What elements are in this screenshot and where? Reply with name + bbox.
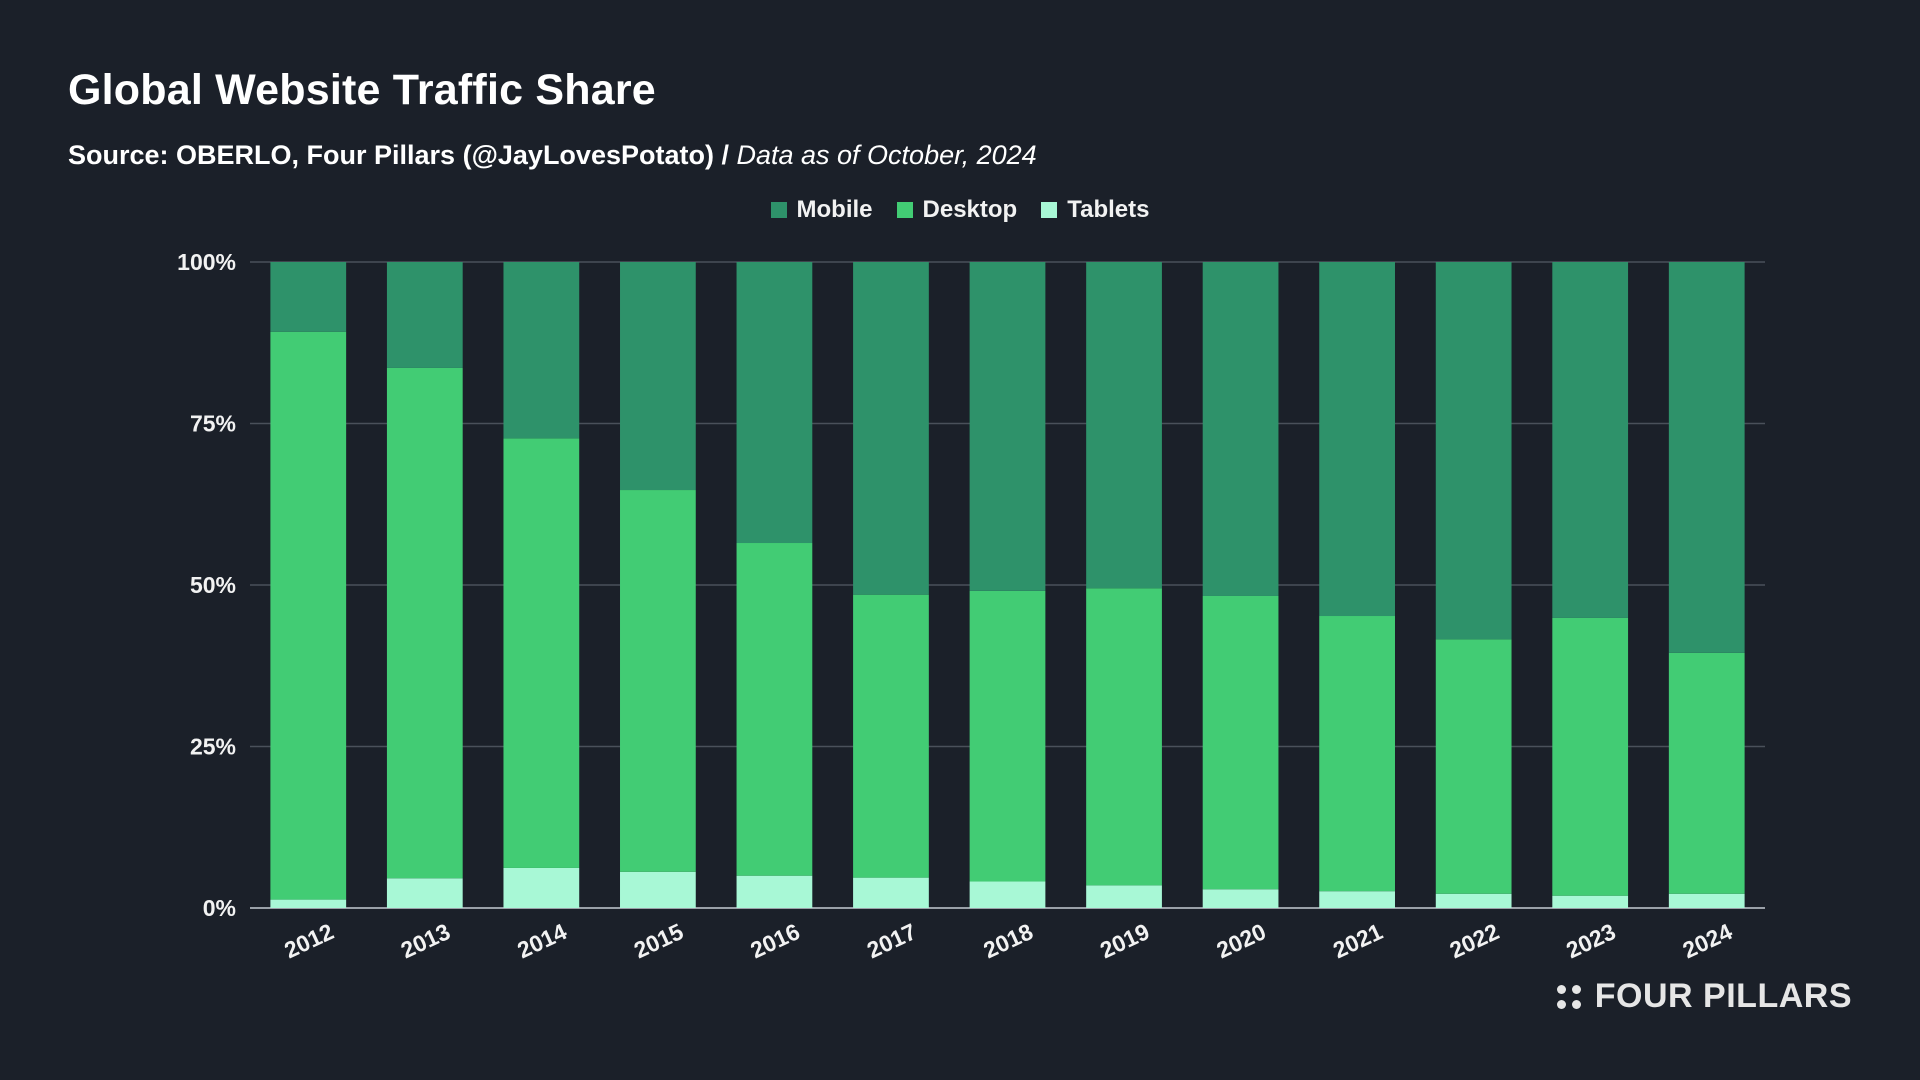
bar-mobile-2019: [1086, 262, 1162, 589]
bar-mobile-2024: [1668, 262, 1745, 653]
logo-text: FOUR PILLARS: [1594, 977, 1852, 1015]
x-tick-label: 2013: [397, 918, 454, 963]
bar-mobile-2014: [503, 262, 580, 439]
chart-subtitle: Source: OBERLO, Four Pillars (@JayLovesP…: [68, 140, 1037, 171]
bar-tablets-2022: [1435, 893, 1512, 908]
y-tick-label: 0%: [203, 895, 236, 921]
bar-mobile-2022: [1435, 262, 1512, 640]
bar-desktop-2015: [620, 490, 696, 872]
legend-swatch-tablets: [1041, 202, 1058, 218]
bar-desktop-2013: [386, 367, 463, 879]
bar-desktop-2022: [1435, 639, 1512, 894]
bar-mobile-2015: [620, 262, 696, 491]
bar-mobile-2013: [386, 262, 463, 368]
legend-item-mobile: Mobile: [770, 196, 873, 224]
bar-mobile-2021: [1319, 262, 1395, 617]
x-tick-label: 2012: [280, 918, 337, 963]
data-date-note: Data as of October, 2024: [736, 140, 1037, 170]
source-text: Source: OBERLO, Four Pillars (@JayLovesP…: [68, 140, 729, 170]
bar-tablets-2021: [1319, 891, 1395, 908]
x-tick-label: 2017: [863, 918, 920, 963]
legend-item-tablets: Tablets: [1041, 196, 1149, 224]
bar-mobile-2018: [969, 262, 1046, 591]
bar-tablets-2020: [1202, 889, 1279, 908]
bar-desktop-2016: [736, 543, 813, 876]
bar-desktop-2019: [1086, 588, 1162, 886]
bar-desktop-2012: [270, 331, 347, 900]
x-tick-label: 2015: [630, 918, 688, 963]
bar-tablets-2024: [1668, 893, 1745, 908]
x-tick-label: 2019: [1096, 918, 1153, 963]
bar-tablets-2013: [386, 878, 463, 908]
bar-tablets-2016: [736, 875, 813, 908]
y-tick-label: 50%: [190, 572, 236, 598]
four-dots-icon: [1556, 984, 1581, 1009]
bar-desktop-2023: [1552, 617, 1629, 896]
bar-desktop-2024: [1668, 652, 1745, 894]
legend-label-mobile: Mobile: [796, 196, 873, 223]
bar-tablets-2023: [1552, 895, 1629, 908]
bar-desktop-2014: [503, 438, 580, 868]
x-tick-label: 2016: [746, 918, 803, 963]
bar-tablets-2015: [620, 871, 696, 908]
x-tick-label: 2023: [1562, 918, 1619, 963]
y-tick-label: 75%: [190, 411, 236, 437]
bar-tablets-2012: [270, 899, 347, 908]
x-tick-label: 2018: [979, 918, 1037, 963]
legend-label-desktop: Desktop: [922, 196, 1018, 223]
x-tick-label: 2021: [1329, 918, 1387, 963]
bar-desktop-2018: [969, 590, 1046, 882]
bar-tablets-2019: [1086, 885, 1162, 908]
x-tick-label: 2024: [1679, 918, 1737, 963]
legend-swatch-desktop: [896, 202, 913, 218]
x-tick-label: 2020: [1213, 918, 1270, 963]
bar-mobile-2020: [1202, 262, 1279, 596]
y-tick-label: 100%: [177, 249, 236, 275]
bar-mobile-2016: [736, 262, 813, 544]
bar-tablets-2014: [503, 867, 580, 908]
legend-item-desktop: Desktop: [896, 196, 1018, 224]
x-tick-label: 2022: [1446, 918, 1503, 963]
chart-legend: Mobile Desktop Tablets: [0, 196, 1920, 224]
bar-mobile-2023: [1552, 262, 1629, 618]
bar-desktop-2021: [1319, 616, 1395, 892]
x-tick-label: 2014: [513, 918, 571, 963]
legend-label-tablets: Tablets: [1067, 196, 1150, 223]
chart-title: Global Website Traffic Share: [68, 66, 656, 114]
bar-desktop-2020: [1202, 595, 1279, 890]
bar-desktop-2017: [853, 594, 929, 878]
bar-tablets-2017: [853, 877, 929, 908]
legend-swatch-mobile: [770, 202, 787, 218]
bar-tablets-2018: [969, 881, 1046, 908]
bar-mobile-2017: [853, 262, 929, 595]
four-pillars-logo: FOUR PILLARS: [1556, 977, 1852, 1016]
y-tick-label: 25%: [190, 734, 236, 760]
bar-mobile-2012: [270, 262, 347, 332]
